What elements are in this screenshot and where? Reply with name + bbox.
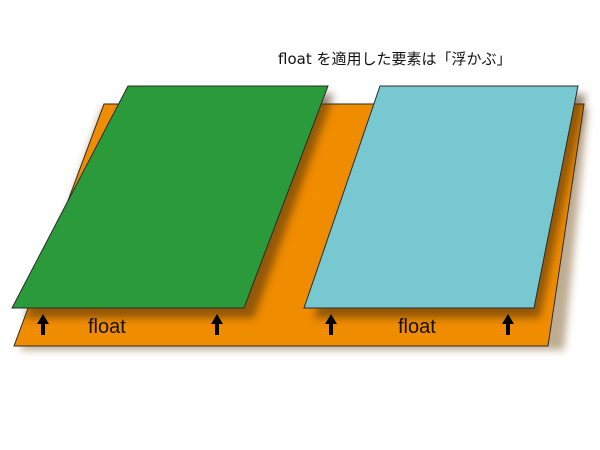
float-label-right: float [398,316,436,338]
caption-text: float を適用した要素は「浮かぶ」 [278,50,511,68]
float-label-left: float [88,316,126,338]
